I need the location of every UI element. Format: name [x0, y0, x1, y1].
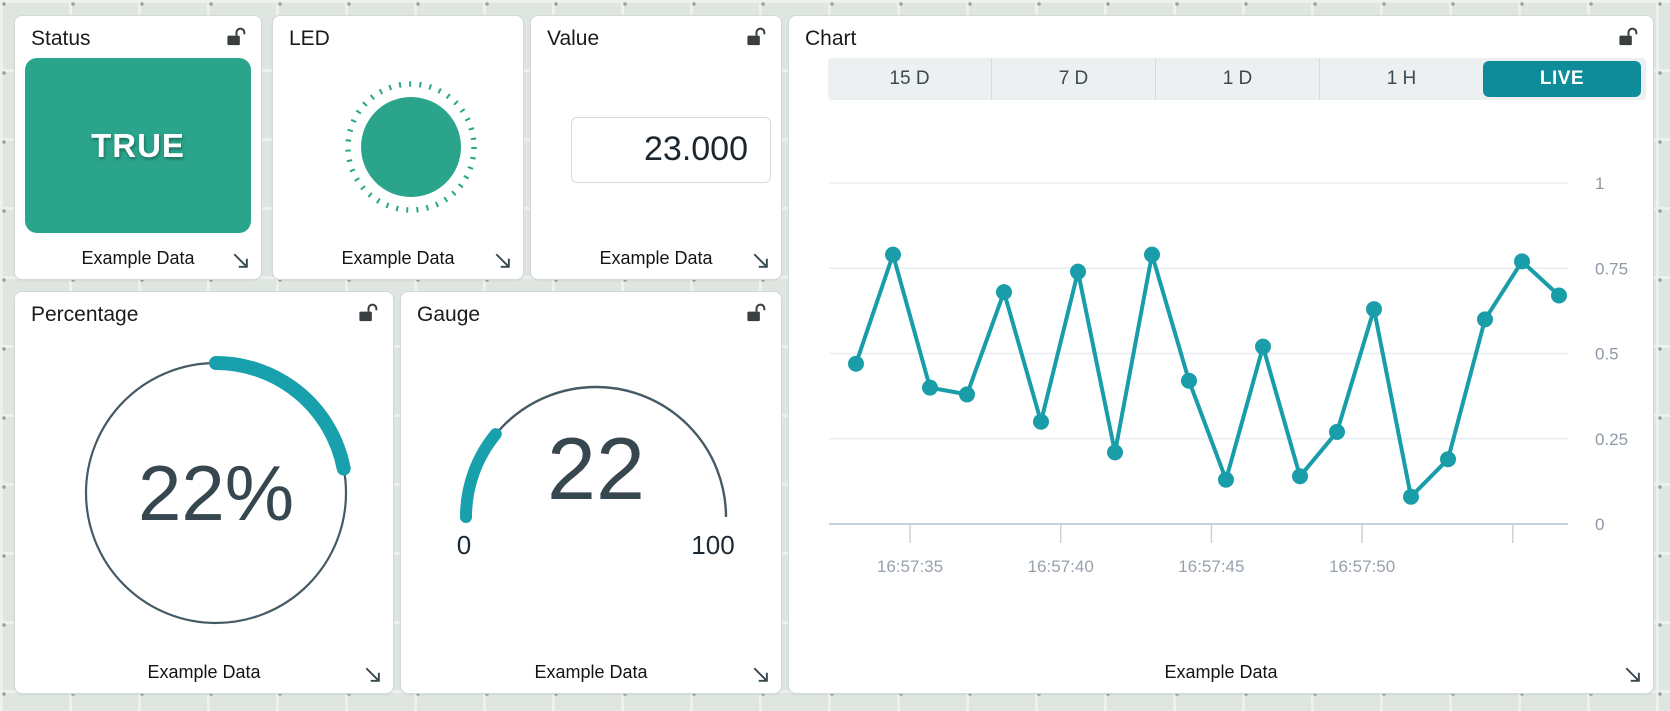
svg-text:0.25: 0.25 — [1595, 430, 1628, 449]
value-widget-title: Value — [547, 27, 600, 50]
lock-open-icon[interactable] — [357, 302, 380, 325]
svg-text:16:57:50: 16:57:50 — [1329, 557, 1395, 576]
radial-gauge: 22 0 100 — [457, 385, 735, 560]
resize-handle-icon[interactable] — [232, 252, 250, 270]
gauge-widget-title: Gauge — [417, 303, 481, 326]
chart-range-tab-7d[interactable]: 7 D — [991, 58, 1155, 100]
svg-text:16:57:45: 16:57:45 — [1178, 557, 1244, 576]
svg-text:16:57:40: 16:57:40 — [1028, 557, 1094, 576]
gauge-min-label: 0 — [457, 530, 471, 560]
chart-widget-title: Chart — [805, 27, 857, 50]
value-input[interactable]: 23.000 — [571, 117, 771, 183]
svg-text:1: 1 — [1595, 174, 1604, 193]
chart-range-tab-1h[interactable]: 1 H — [1319, 58, 1483, 100]
gauge-max-label: 100 — [691, 530, 734, 560]
status-value-card[interactable]: TRUE — [25, 58, 251, 233]
gauge-widget: Gauge 22 0 100 Example Data — [400, 291, 782, 694]
status-widget-title: Status — [31, 27, 91, 50]
svg-text:0: 0 — [1595, 515, 1604, 534]
lock-open-icon[interactable] — [225, 26, 248, 49]
lock-open-icon[interactable] — [1617, 26, 1640, 49]
chart-range-tab-1d[interactable]: 1 D — [1155, 58, 1319, 100]
resize-handle-icon[interactable] — [752, 666, 770, 684]
resize-handle-icon[interactable] — [364, 666, 382, 684]
value-footer-label: Example Data — [599, 248, 713, 268]
svg-text:0.5: 0.5 — [1595, 345, 1619, 364]
status-footer-label: Example Data — [81, 248, 195, 268]
percentage-value: 22% — [138, 449, 294, 537]
svg-text:0.75: 0.75 — [1595, 259, 1628, 278]
led-footer-label: Example Data — [341, 248, 455, 268]
chart-footer-label: Example Data — [1164, 662, 1278, 682]
percentage-widget: Percentage 22% Example Data — [14, 291, 394, 694]
chart-widget: 0 0.25 0.5 0.75 1 16:57:35 16:57:40 16:57:45 16:… — [788, 15, 1654, 694]
led-widget-title: LED — [289, 27, 330, 50]
value-widget: Value 23.000 Example Data — [530, 15, 782, 280]
lock-open-icon[interactable] — [745, 26, 768, 49]
gauge-value: 22 — [547, 419, 645, 518]
led-glow-ring — [345, 81, 477, 213]
resize-handle-icon[interactable] — [494, 252, 512, 270]
chart-range-tab-15d[interactable]: 15 D — [889, 68, 930, 89]
percentage-widget-title: Percentage — [31, 303, 139, 326]
lock-open-icon[interactable] — [745, 302, 768, 325]
resize-handle-icon[interactable] — [1624, 666, 1642, 684]
led-indicator — [345, 81, 477, 213]
status-value: TRUE — [91, 126, 185, 164]
percentage-value-arc — [209, 356, 351, 476]
percentage-gauge: 22% — [84, 356, 351, 625]
gauge-value-arc — [459, 428, 502, 523]
chart-range-tab-live[interactable]: LIVE — [1483, 61, 1641, 97]
led-widget: LED Example Data — [272, 15, 524, 280]
svg-text:16:57:35: 16:57:35 — [877, 557, 943, 576]
status-widget: Status TRUE Example Data — [14, 15, 262, 280]
chart-plot: 0 0.25 0.5 0.75 1 16:57:35 16:57:40 16:57:45 16:… — [829, 174, 1628, 576]
percentage-footer-label: Example Data — [147, 662, 261, 682]
resize-handle-icon[interactable] — [752, 252, 770, 270]
gauge-footer-label: Example Data — [534, 662, 648, 682]
led-circle — [361, 97, 461, 197]
